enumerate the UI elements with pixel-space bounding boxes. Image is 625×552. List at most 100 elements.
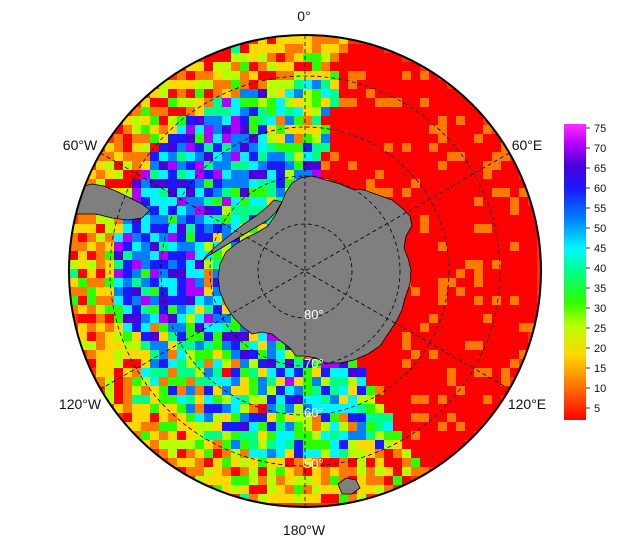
- data-cell: [267, 215, 276, 224]
- data-cell: [240, 386, 249, 395]
- data-cell: [150, 89, 159, 98]
- data-cell: [168, 107, 177, 116]
- data-cell: [348, 413, 357, 422]
- data-cell: [312, 152, 321, 161]
- data-cell: [168, 98, 177, 107]
- data-cell: [159, 224, 168, 233]
- data-cell: [258, 152, 267, 161]
- data-cell: [339, 170, 348, 179]
- data-cell: [456, 386, 465, 395]
- data-cell: [393, 143, 402, 152]
- data-cell: [78, 278, 87, 287]
- data-cell: [321, 116, 330, 125]
- data-cell: [375, 98, 384, 107]
- data-cell: [285, 377, 294, 386]
- data-cell: [294, 386, 303, 395]
- data-cell: [456, 350, 465, 359]
- data-cell: [150, 431, 159, 440]
- data-cell: [312, 98, 321, 107]
- data-cell: [456, 395, 465, 404]
- data-cell: [222, 98, 231, 107]
- data-cell: [375, 80, 384, 89]
- data-cell: [312, 161, 321, 170]
- data-cell: [168, 440, 177, 449]
- longitude-labels: 0° 60°W 60°E 120°W 120°E 180°W: [59, 8, 546, 538]
- data-cell: [321, 80, 330, 89]
- data-cell: [366, 89, 375, 98]
- data-cell: [168, 197, 177, 206]
- data-cell: [375, 44, 384, 53]
- data-cell: [213, 395, 222, 404]
- colorbar-tick-label: 50: [594, 223, 606, 235]
- data-cell: [222, 377, 231, 386]
- data-cell: [510, 305, 519, 314]
- data-cell: [195, 161, 204, 170]
- data-cell: [402, 125, 411, 134]
- data-cell: [483, 314, 492, 323]
- data-cell: [483, 413, 492, 422]
- data-cell: [123, 395, 132, 404]
- data-cell: [303, 44, 312, 53]
- data-cell: [429, 377, 438, 386]
- data-cell: [123, 404, 132, 413]
- data-cell: [456, 215, 465, 224]
- data-cell: [105, 152, 114, 161]
- data-cell: [510, 269, 519, 278]
- latitude-labels: 80° 70° 60° 50°: [304, 307, 324, 471]
- data-cell: [447, 440, 456, 449]
- data-cell: [447, 161, 456, 170]
- data-cell: [348, 359, 357, 368]
- data-cell: [384, 476, 393, 485]
- data-cell: [474, 377, 483, 386]
- data-cell: [168, 377, 177, 386]
- data-cell: [438, 413, 447, 422]
- data-cell: [456, 377, 465, 386]
- data-cell: [303, 422, 312, 431]
- data-cell: [150, 260, 159, 269]
- data-cell: [276, 134, 285, 143]
- data-cell: [465, 206, 474, 215]
- data-cell: [186, 323, 195, 332]
- data-cell: [357, 485, 366, 494]
- data-cell: [195, 449, 204, 458]
- data-cell: [447, 314, 456, 323]
- data-cell: [357, 53, 366, 62]
- data-cell: [294, 80, 303, 89]
- data-cell: [249, 116, 258, 125]
- data-cell: [213, 287, 222, 296]
- data-cell: [240, 368, 249, 377]
- data-cell: [276, 62, 285, 71]
- data-cell: [222, 395, 231, 404]
- data-cell: [69, 269, 78, 278]
- data-cell: [141, 287, 150, 296]
- south-america-tip: [69, 183, 151, 221]
- data-cell: [474, 161, 483, 170]
- data-cell: [177, 143, 186, 152]
- data-cell: [411, 431, 420, 440]
- data-cell: [429, 404, 438, 413]
- data-cell: [474, 323, 483, 332]
- data-cell: [159, 125, 168, 134]
- data-cell: [330, 494, 339, 503]
- data-cell: [285, 152, 294, 161]
- data-cell: [240, 89, 249, 98]
- data-cell: [258, 98, 267, 107]
- data-cell: [168, 134, 177, 143]
- data-cell: [420, 80, 429, 89]
- data-cell: [474, 278, 483, 287]
- data-cell: [411, 305, 420, 314]
- data-cell: [204, 458, 213, 467]
- data-cell: [501, 233, 510, 242]
- data-cell: [420, 359, 429, 368]
- data-cell: [501, 323, 510, 332]
- data-cell: [213, 269, 222, 278]
- data-cell: [240, 125, 249, 134]
- data-cell: [429, 269, 438, 278]
- data-cell: [411, 323, 420, 332]
- data-cell: [132, 107, 141, 116]
- data-cell: [276, 107, 285, 116]
- data-cell: [231, 476, 240, 485]
- data-cell: [159, 395, 168, 404]
- data-cell: [366, 368, 375, 377]
- colorbar-tick-label: 5: [594, 403, 600, 415]
